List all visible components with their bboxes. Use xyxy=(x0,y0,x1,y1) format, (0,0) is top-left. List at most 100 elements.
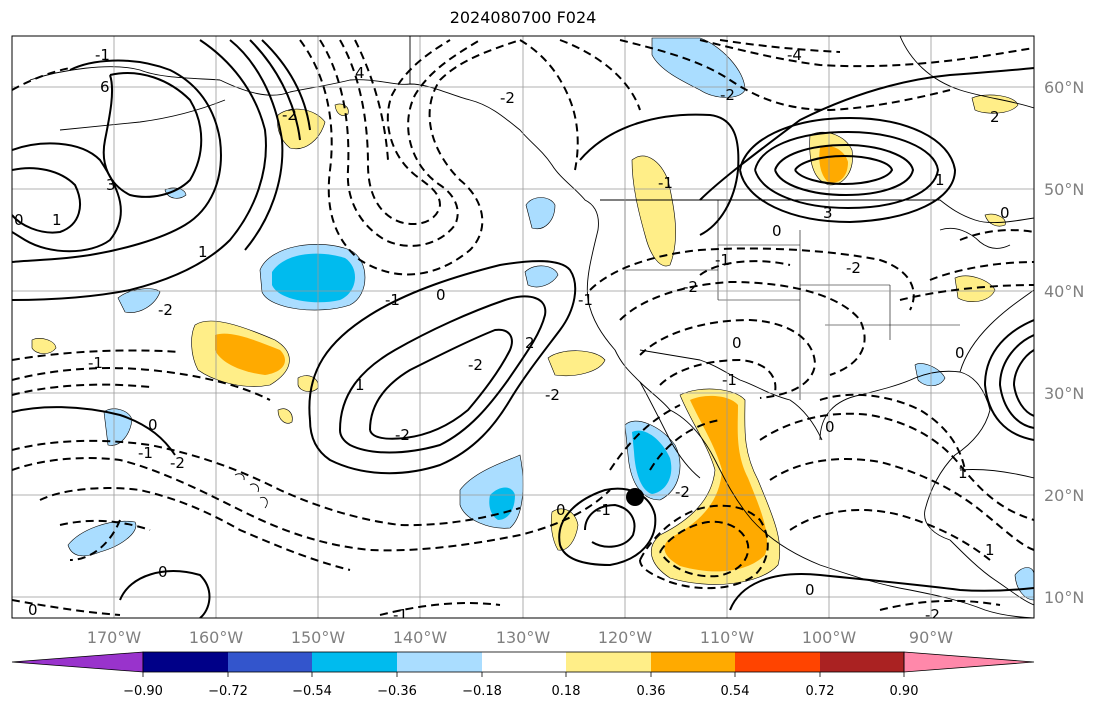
contour-label: 0 xyxy=(825,418,835,436)
contour-label: -1 xyxy=(596,501,611,519)
coast-hudson xyxy=(899,36,1034,109)
shade-blue-9 xyxy=(524,265,559,288)
contour-label: 1 xyxy=(355,376,365,394)
contour-label: -1 xyxy=(722,371,737,389)
shade-blue-8 xyxy=(525,197,556,230)
contour-label: -2 xyxy=(545,386,560,404)
shade-yellow-6 xyxy=(547,350,606,377)
lat-label-50: 50°N xyxy=(1044,180,1084,199)
contour-label: -1 xyxy=(385,291,400,309)
colorbar-bin xyxy=(566,652,651,672)
colorbar-bin xyxy=(651,652,735,672)
colorbar-bin xyxy=(312,652,397,672)
colorbar-tick-label: −0.72 xyxy=(208,684,248,699)
contour-label: -2 xyxy=(683,278,698,296)
lon-label-120w: 120°W xyxy=(598,628,653,647)
coast-central-america xyxy=(949,539,1034,606)
contour-label: -2 xyxy=(395,426,410,444)
contour-label: 0 xyxy=(955,344,965,362)
colorbar-bin xyxy=(482,652,566,672)
lon-label-110w: 110°W xyxy=(700,628,755,647)
colorbar-tick-label: −0.36 xyxy=(377,684,417,699)
contour-label: 0 xyxy=(436,286,446,304)
shade-orange-1 xyxy=(215,333,285,375)
contour-label: -1 xyxy=(95,46,110,64)
contours-negative xyxy=(12,39,1034,616)
plot-frame xyxy=(11,35,1035,619)
great-lakes xyxy=(939,227,1011,249)
longitude-labels: 170°W 160°W 150°W 140°W 130°W 120°W 110°… xyxy=(87,628,953,647)
shade-yellow-10 xyxy=(31,338,57,354)
shade-yellow-5 xyxy=(277,108,326,150)
aleutians xyxy=(59,99,226,131)
shade-blue-1-core xyxy=(272,253,356,303)
map-title: 2024080700 F024 xyxy=(449,8,597,27)
contour-label: 2 xyxy=(525,334,535,352)
coast-alaska-south xyxy=(29,66,221,81)
lat-label-20: 20°N xyxy=(1044,486,1084,505)
coast-east-us xyxy=(959,289,1034,373)
colorbar-extend-max xyxy=(903,651,1035,673)
shade-yellow-3 xyxy=(631,155,676,267)
colorbar-tick-label: −0.90 xyxy=(123,684,163,699)
lat-label-10: 10°N xyxy=(1044,588,1084,607)
shade-yellow-14 xyxy=(984,213,1006,227)
lon-label-90w: 90°W xyxy=(909,628,953,647)
contour-label: 0 xyxy=(158,563,168,581)
colorbar-bin xyxy=(397,652,482,672)
shade-blue-2 xyxy=(651,37,746,98)
coast-baja xyxy=(639,381,701,479)
contour-labels: -4 -2 6 4 3 0 1 -2 1 -1 0 -2 -1 -2 -1 0 … xyxy=(14,46,1010,624)
contour-label: 1 xyxy=(958,464,968,482)
colorbar-tick-label: 0.54 xyxy=(721,684,750,699)
contour-label: -1 xyxy=(393,606,408,624)
storm-center-marker xyxy=(626,488,644,506)
contour-label: 3 xyxy=(106,176,116,194)
contour-label: -2 xyxy=(846,259,861,277)
contour-label: -1 xyxy=(658,174,673,192)
colorbar-tick-label: 0.90 xyxy=(890,684,919,699)
coastlines-borders xyxy=(29,36,1034,618)
shade-blue-5 xyxy=(67,520,137,557)
contour-label: 0 xyxy=(556,501,566,519)
contour-label: 6 xyxy=(100,78,110,96)
lon-label-100w: 100°W xyxy=(802,628,857,647)
contour-label: -4 xyxy=(787,46,802,64)
colorbar-bin xyxy=(735,652,820,672)
colorbar-tick-label: 0.36 xyxy=(637,684,666,699)
colorbar: −0.90 −0.72 −0.54 −0.36 −0.18 0.18 0.36 … xyxy=(11,651,1035,699)
lat-label-40: 40°N xyxy=(1044,282,1084,301)
colorbar-bin xyxy=(143,652,228,672)
contour-label: -1 xyxy=(715,251,730,269)
shade-blue-12 xyxy=(164,187,187,199)
contour-label: -1 xyxy=(578,291,593,309)
contour-label: 0 xyxy=(732,334,742,352)
shade-blue-11 xyxy=(1014,567,1034,601)
colorbar-bin xyxy=(820,652,904,672)
shade-yellow-7 xyxy=(550,508,579,551)
contour-label: 0 xyxy=(772,222,782,240)
border-us-canada xyxy=(600,199,1034,224)
contours-positive xyxy=(12,39,1034,618)
border-us-mexico xyxy=(639,349,823,441)
contour-label: -2 xyxy=(720,86,735,104)
contour-label: 1 xyxy=(935,171,945,189)
contour-label: 1 xyxy=(198,243,208,261)
contour-label: 0 xyxy=(14,211,24,229)
colorbar-tick-label: 0.18 xyxy=(552,684,581,699)
colorbar-tick-label: −0.18 xyxy=(462,684,502,699)
contour-label: 4 xyxy=(355,64,365,82)
contour-label: 3 xyxy=(823,204,833,222)
contour-label: -2 xyxy=(925,606,940,624)
lon-label-160w: 160°W xyxy=(189,628,244,647)
contour-label: 0 xyxy=(28,601,38,619)
colorbar-bin xyxy=(228,652,312,672)
colorbar-tick-label: −0.54 xyxy=(292,684,332,699)
shade-yellow-8 xyxy=(954,275,996,303)
colorbar-frame xyxy=(142,651,905,673)
shade-blue-10 xyxy=(914,363,946,387)
colorbar-tick-label: 0.72 xyxy=(806,684,835,699)
contour-label: 0 xyxy=(148,416,158,434)
coast-mexico xyxy=(669,409,1034,618)
lon-label-170w: 170°W xyxy=(87,628,142,647)
